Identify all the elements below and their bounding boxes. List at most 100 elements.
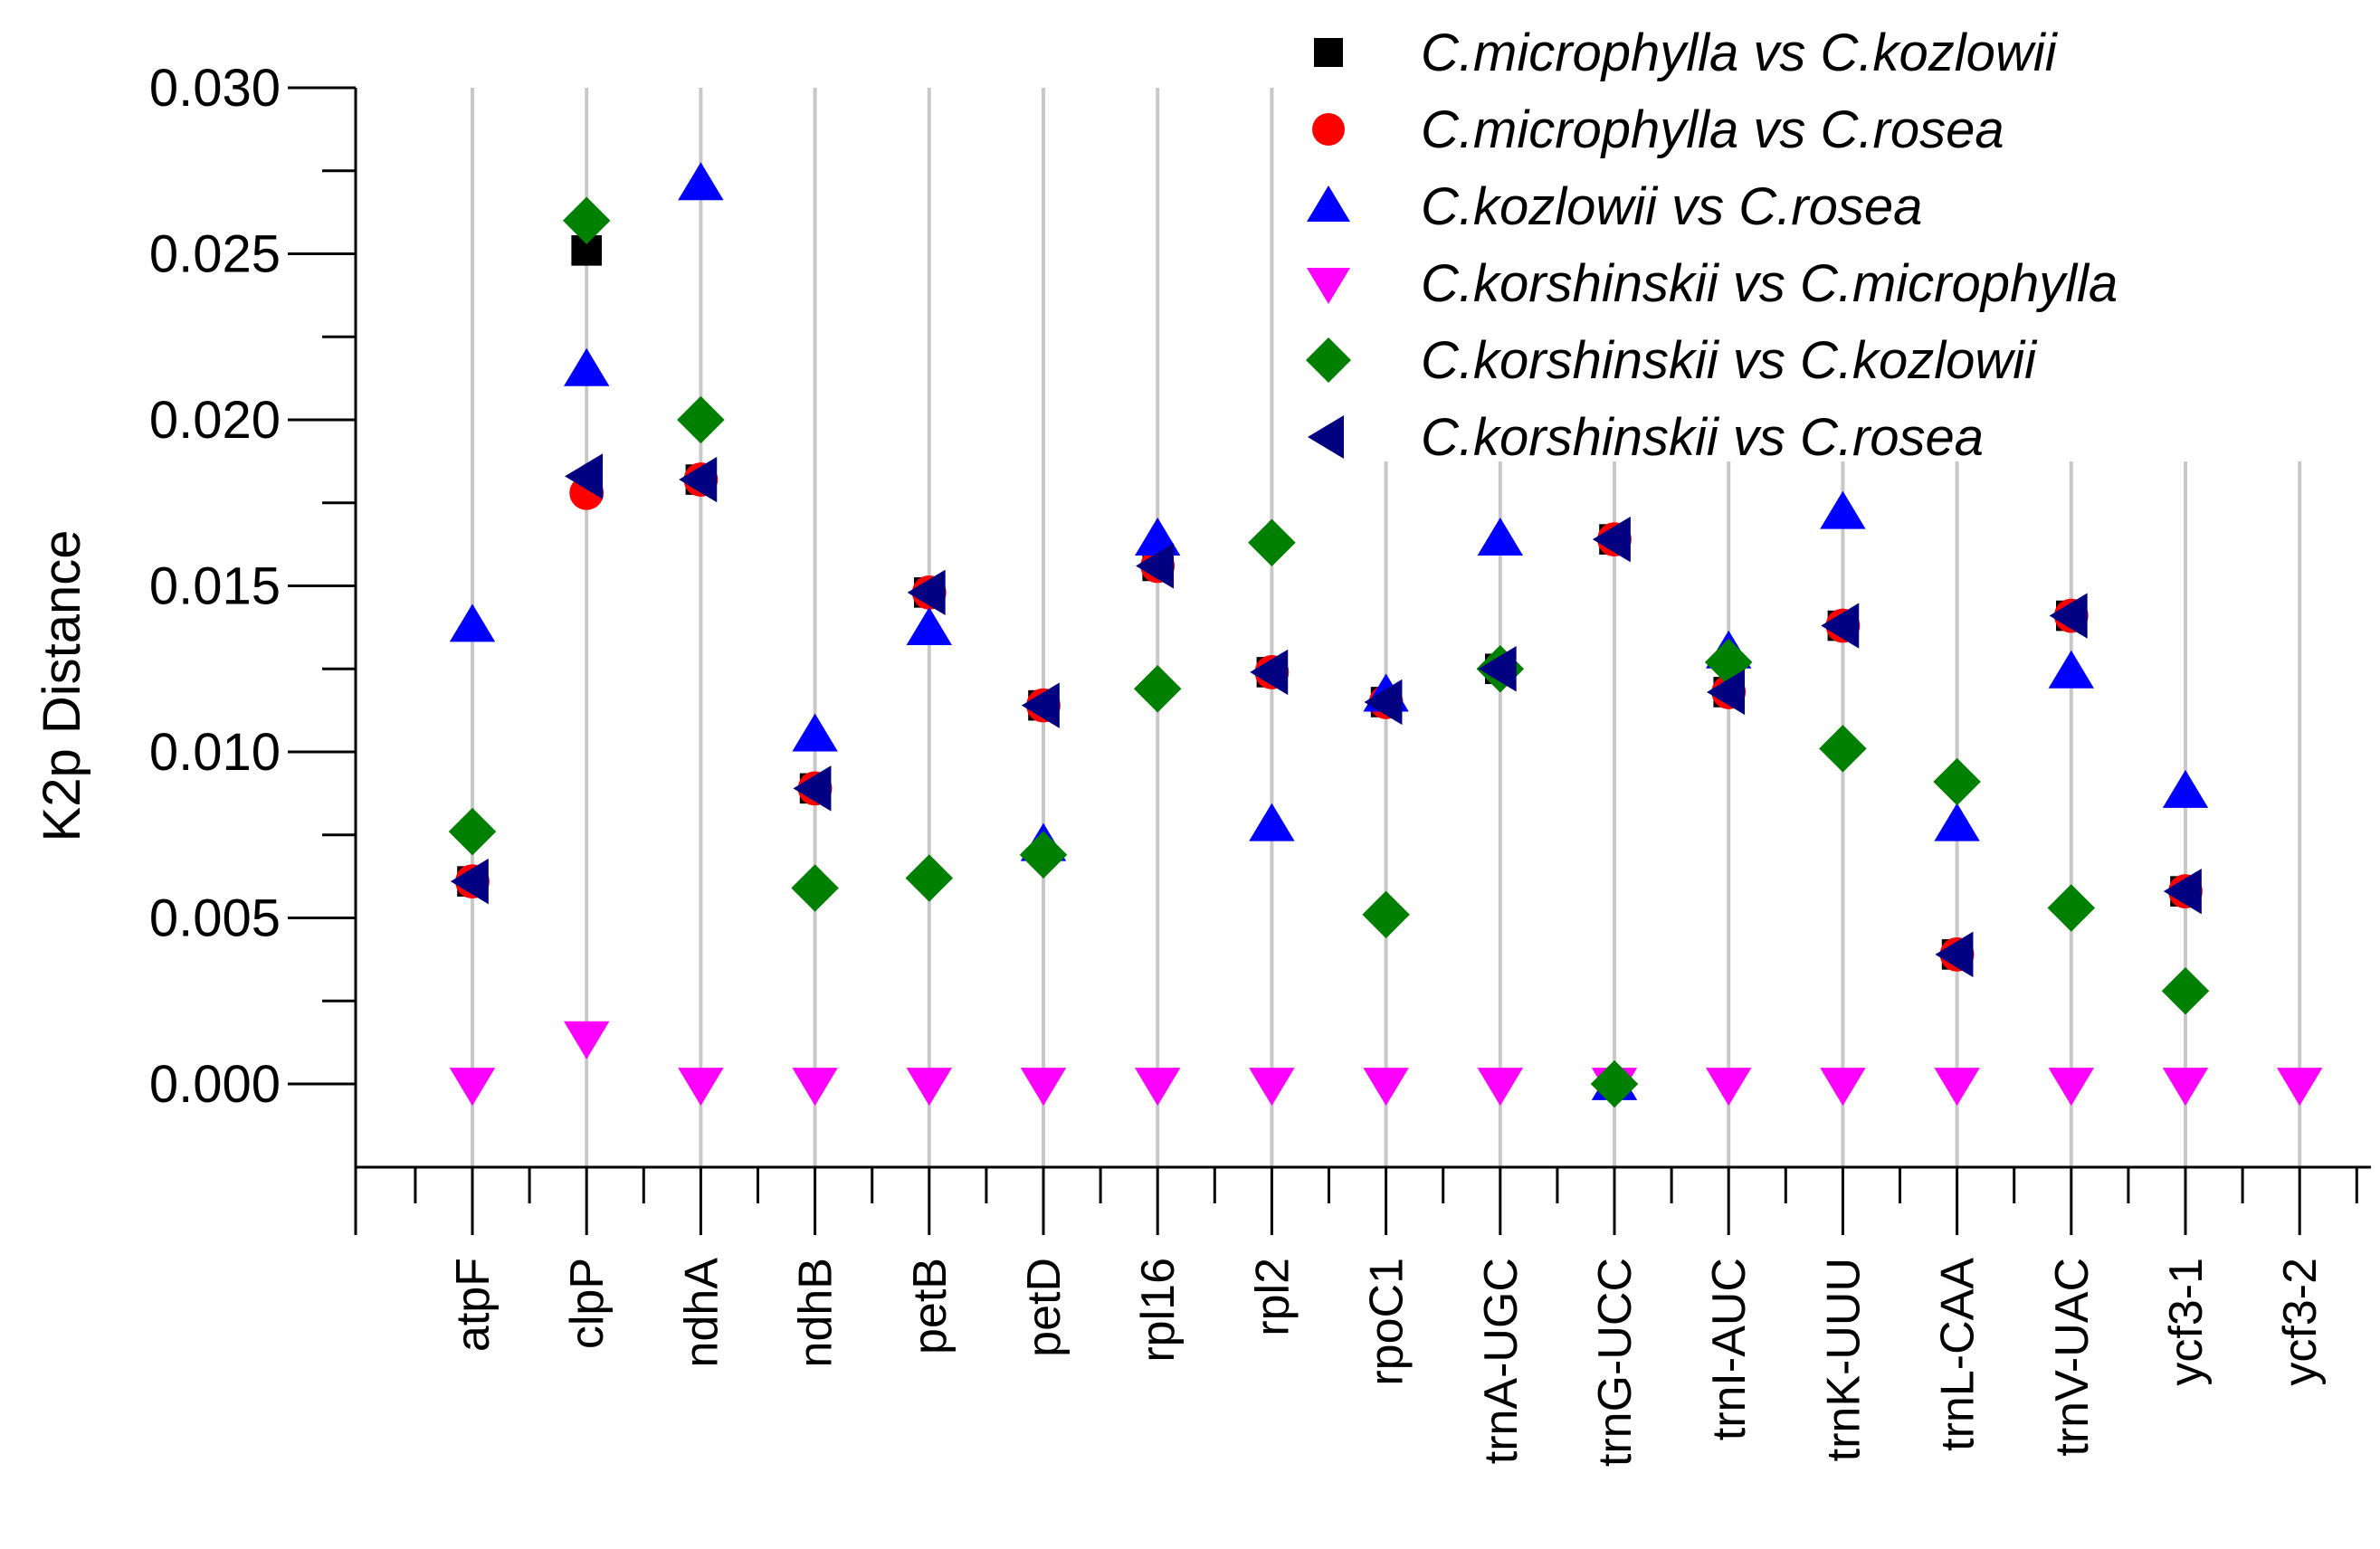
data-point-diamond-marker bbox=[791, 864, 839, 912]
x-tick-label-atpF: atpF bbox=[447, 1258, 500, 1352]
data-point-triangle-left-marker bbox=[1935, 931, 1974, 978]
x-tick-label-trnI-AUC: trnI-AUC bbox=[1703, 1258, 1756, 1440]
data-point-diamond-marker bbox=[905, 854, 954, 902]
x-tick-label-trnK-UUU: trnK-UUU bbox=[1817, 1258, 1870, 1461]
legend-triangle-up-marker bbox=[1307, 185, 1350, 222]
x-tick-label-trnL-CAA: trnL-CAA bbox=[1932, 1258, 1985, 1451]
data-point-triangle-up-marker bbox=[2162, 769, 2209, 808]
y-tick-label: 0.025 bbox=[149, 225, 281, 284]
x-tick-label-petB: petB bbox=[904, 1258, 957, 1354]
data-point-triangle-left-marker bbox=[907, 569, 946, 616]
data-point-triangle-left-marker bbox=[565, 453, 604, 499]
data-point-diamond-marker bbox=[1819, 725, 1867, 773]
data-point-triangle-down-marker bbox=[2277, 1068, 2323, 1107]
legend-triangle-down-marker bbox=[1307, 268, 1350, 304]
legend-entry-label: C.korshinskii vs C.rosea bbox=[1421, 408, 1984, 467]
y-tick-label: 0.000 bbox=[149, 1055, 281, 1114]
data-point-triangle-down-marker bbox=[1820, 1068, 1866, 1107]
legend-background bbox=[1292, 18, 2324, 461]
legend-circle-marker bbox=[1312, 113, 1345, 146]
data-point-triangle-down-marker bbox=[792, 1068, 838, 1107]
data-point-triangle-down-marker bbox=[1363, 1068, 1409, 1107]
axes bbox=[354, 88, 2371, 1235]
data-point-triangle-down-marker bbox=[1706, 1068, 1752, 1107]
x-tick-label-rpl16: rpl16 bbox=[1132, 1258, 1185, 1363]
data-point-triangle-left-marker bbox=[1592, 516, 1631, 563]
data-point-triangle-left-marker bbox=[1021, 682, 1060, 728]
data-point-triangle-up-marker bbox=[449, 603, 496, 642]
data-point-diamond-marker bbox=[1133, 665, 1182, 713]
y-tick-label: 0.010 bbox=[149, 723, 281, 782]
data-point-triangle-left-marker bbox=[1364, 679, 1403, 726]
legend-entry-label: C.korshinskii vs C.kozlowii bbox=[1421, 331, 2038, 390]
data-point-triangle-up-marker bbox=[906, 607, 952, 646]
legend-square-marker bbox=[1314, 38, 1343, 67]
x-tick-label-clpP: clpP bbox=[561, 1258, 614, 1349]
y-tick-label: 0.020 bbox=[149, 391, 281, 450]
x-tick-label-rpl2: rpl2 bbox=[1246, 1258, 1299, 1336]
data-point-triangle-up-marker bbox=[678, 162, 724, 201]
data-point-triangle-down-marker bbox=[564, 1021, 610, 1060]
y-axis-label: K2p Distance bbox=[33, 530, 91, 842]
data-point-triangle-down-marker bbox=[449, 1068, 496, 1107]
legend-entry-label: C.kozlowii vs C.rosea bbox=[1421, 177, 1922, 236]
x-tick-label-trnV-UAC: trnV-UAC bbox=[2046, 1258, 2099, 1457]
data-point-triangle-down-marker bbox=[1135, 1068, 1181, 1107]
x-tick-label-ycf3-2: ycf3-2 bbox=[2274, 1258, 2327, 1386]
data-point-diamond-marker bbox=[1590, 1060, 1639, 1108]
data-point-triangle-up-marker bbox=[1934, 803, 1980, 841]
data-point-triangle-down-marker bbox=[1249, 1068, 1295, 1107]
y-tick-label: 0.005 bbox=[149, 889, 281, 948]
x-tick-label-ndhB: ndhB bbox=[790, 1258, 843, 1367]
data-point-triangle-left-marker bbox=[2049, 593, 2088, 639]
x-tick-label-petD: petD bbox=[1018, 1258, 1071, 1357]
data-point-triangle-left-marker bbox=[1707, 669, 1746, 716]
x-tick-label-trnG-UCC: trnG-UCC bbox=[1589, 1258, 1642, 1467]
data-point-triangle-up-marker bbox=[1249, 803, 1295, 841]
data-point-diamond-marker bbox=[1933, 757, 1981, 806]
data-point-triangle-left-marker bbox=[1821, 603, 1860, 649]
x-tick-label-trnA-UGC: trnA-UGC bbox=[1475, 1258, 1528, 1464]
y-axis-ticks: 0.000 0.005 0.010 0.015 0.020 0.025 0.030 bbox=[149, 59, 356, 1114]
y-tick-label: 0.015 bbox=[149, 557, 281, 616]
data-point-triangle-down-marker bbox=[678, 1068, 724, 1107]
data-point-triangle-up-marker bbox=[1477, 517, 1523, 556]
legend-entry-label: C.microphylla vs C.kozlowii bbox=[1421, 24, 2059, 82]
data-point-diamond-marker bbox=[2047, 884, 2096, 932]
data-point-diamond-marker bbox=[1248, 518, 1296, 567]
data-point-triangle-down-marker bbox=[1020, 1068, 1067, 1107]
data-point-triangle-down-marker bbox=[906, 1068, 952, 1107]
legend-entry-label: C.korshinskii vs C.microphylla bbox=[1421, 254, 2118, 313]
data-point-triangle-up-marker bbox=[2048, 650, 2094, 689]
data-point-diamond-marker bbox=[1019, 831, 1068, 879]
data-point-triangle-left-marker bbox=[2163, 868, 2202, 915]
x-tick-label-ndhA: ndhA bbox=[675, 1258, 728, 1368]
data-point-triangle-left-marker bbox=[679, 456, 718, 503]
x-axis-ticks: atpF clpP ndhA ndhB petB petD rpl16 rpl2 rpoC1 tr… bbox=[414, 1167, 2358, 1467]
data-point-triangle-left-marker bbox=[450, 858, 489, 905]
legend-diamond-marker bbox=[1306, 337, 1351, 383]
data-point-triangle-up-marker bbox=[792, 713, 838, 752]
data-point-triangle-down-marker bbox=[1477, 1068, 1523, 1107]
legend-triangle-left-marker bbox=[1308, 415, 1344, 459]
legend-entry-label: C.microphylla vs C.rosea bbox=[1421, 100, 2004, 159]
data-point-triangle-left-marker bbox=[793, 765, 832, 812]
x-tick-label-rpoC1: rpoC1 bbox=[1361, 1258, 1414, 1386]
data-point-triangle-down-marker bbox=[1934, 1068, 1980, 1107]
data-point-diamond-marker bbox=[562, 196, 611, 245]
data-point-triangle-left-marker bbox=[1478, 646, 1517, 692]
x-tick-label-ycf3-1: ycf3-1 bbox=[2160, 1258, 2213, 1386]
data-point-triangle-up-marker bbox=[1820, 490, 1866, 529]
data-point-triangle-left-marker bbox=[1250, 649, 1289, 696]
data-point-diamond-marker bbox=[677, 395, 725, 444]
y-tick-label: 0.030 bbox=[149, 59, 281, 118]
data-point-diamond-marker bbox=[448, 807, 497, 856]
data-point-triangle-down-marker bbox=[2048, 1068, 2094, 1107]
legend: C.microphylla vs C.kozlowii C.microphylla… bbox=[1292, 18, 2324, 467]
data-point-diamond-marker bbox=[1362, 890, 1410, 939]
data-point-diamond-marker bbox=[2161, 966, 2210, 1015]
data-point-triangle-up-marker bbox=[564, 347, 610, 386]
data-point-triangle-left-marker bbox=[1136, 543, 1175, 589]
data-point-triangle-down-marker bbox=[2162, 1068, 2209, 1107]
